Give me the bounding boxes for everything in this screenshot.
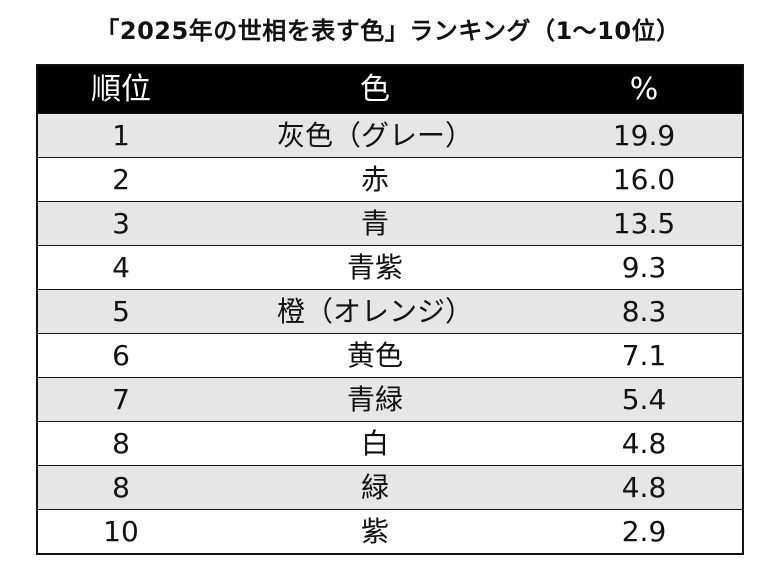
percent-cell: 19.9: [612, 118, 676, 152]
rank-cell: 8: [112, 470, 130, 504]
percent-cell: 9.3: [621, 250, 667, 284]
table-row: 8 緑 4.8: [38, 465, 742, 509]
percent-cell: 5.4: [621, 382, 667, 416]
table-row: 4 青紫 9.3: [38, 245, 742, 289]
color-cell: 青緑: [346, 382, 403, 416]
page-title: 「2025年の世相を表す色」ランキング（1〜10位）: [95, 17, 681, 45]
rank-cell: 4: [112, 250, 130, 284]
percent-cell: 8.3: [621, 294, 667, 328]
rank-cell: 8: [112, 426, 130, 460]
percent-cell: 7.1: [621, 338, 667, 372]
table-row: 1 灰色（グレー） 19.9: [38, 113, 742, 157]
color-cell: 灰色（グレー）: [276, 118, 473, 152]
header-color: 色: [360, 71, 390, 107]
color-cell: 緑: [360, 470, 389, 504]
color-cell: 青紫: [346, 250, 403, 284]
rank-cell: 1: [112, 118, 130, 152]
percent-cell: 2.9: [621, 514, 667, 548]
color-cell: 橙（オレンジ）: [276, 294, 473, 328]
header-rank: 順位: [91, 71, 151, 107]
table-row: 10 紫 2.9: [38, 509, 742, 553]
table-row: 2 赤 16.0: [38, 157, 742, 201]
header-percent: %: [629, 71, 659, 107]
rank-cell: 10: [103, 514, 139, 548]
color-cell: 青: [360, 206, 389, 240]
percent-cell: 13.5: [612, 206, 676, 240]
ranking-table: 順位 色 % 1 灰色（グレー） 19.9 2 赤 16.0 3 青 13.5 …: [36, 64, 744, 555]
table-row: 7 青緑 5.4: [38, 377, 742, 421]
color-cell: 白: [360, 426, 389, 460]
color-cell: 赤: [360, 162, 389, 196]
color-cell: 黄色: [346, 338, 403, 372]
table-row: 5 橙（オレンジ） 8.3: [38, 289, 742, 333]
percent-cell: 4.8: [621, 426, 667, 460]
rank-cell: 3: [112, 206, 130, 240]
table-row: 8 白 4.8: [38, 421, 742, 465]
percent-cell: 16.0: [612, 162, 676, 196]
table-header-row: 順位 色 %: [38, 66, 742, 113]
color-cell: 紫: [360, 514, 389, 548]
percent-cell: 4.8: [621, 470, 667, 504]
rank-cell: 2: [112, 162, 130, 196]
rank-cell: 7: [112, 382, 130, 416]
table-row: 3 青 13.5: [38, 201, 742, 245]
table-row: 6 黄色 7.1: [38, 333, 742, 377]
rank-cell: 5: [112, 294, 130, 328]
rank-cell: 6: [112, 338, 130, 372]
